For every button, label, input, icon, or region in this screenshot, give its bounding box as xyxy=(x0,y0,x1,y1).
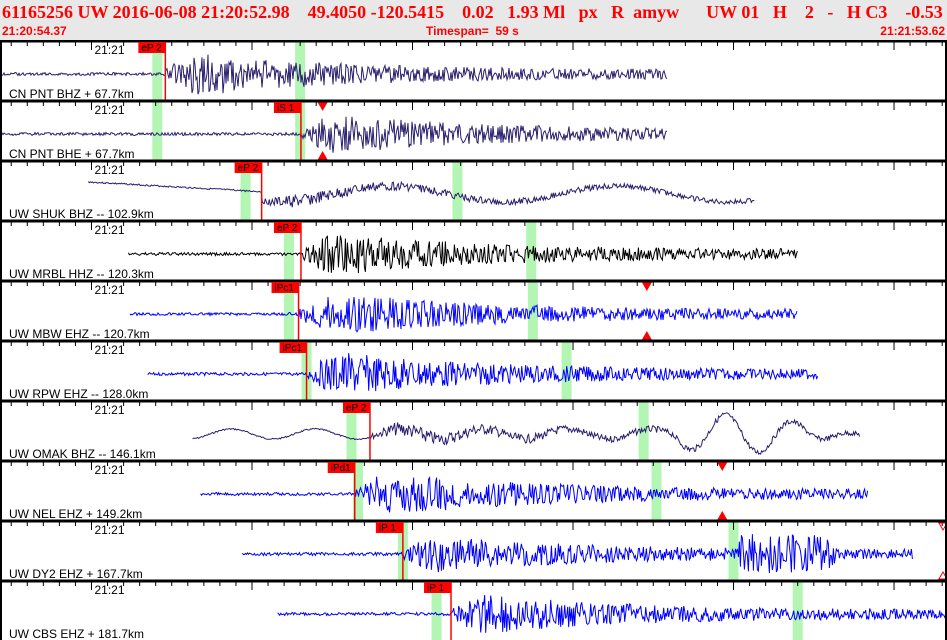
station-label: UW MRBL HHZ -- 120.3km xyxy=(9,267,154,281)
pick-flag xyxy=(138,42,166,53)
arrival-marker-icon xyxy=(938,522,947,532)
pick-window xyxy=(295,102,306,160)
pick-window xyxy=(346,402,357,460)
pick-window xyxy=(283,282,294,340)
waveform xyxy=(0,116,667,153)
waveform xyxy=(0,54,668,95)
pick-window xyxy=(152,42,163,100)
station-label: CN PNT BHE + 67.7km xyxy=(9,147,134,161)
trace-row: 21:21 UW CBS EHZ + 181.7km iP 1 xyxy=(0,579,947,640)
arrival-marker-icon xyxy=(317,102,328,112)
pick-label: eP 2 xyxy=(238,163,259,174)
pick-label: iPd1 xyxy=(331,463,351,474)
pick-flag xyxy=(375,522,403,533)
trace-row: 21:21 CN PNT BHZ + 67.7km eP 2 xyxy=(0,40,947,101)
arrival-marker-icon xyxy=(641,330,652,340)
event-header: 61165256 UW 2016-06-08 21:20:52.98 49.40… xyxy=(0,0,947,40)
trace-row: 21:21 UW MRBL HHZ -- 120.3km eP 2 xyxy=(0,219,947,281)
pick-window xyxy=(526,222,537,280)
waveform xyxy=(129,296,798,333)
time-tick-label: 21:21 xyxy=(94,163,124,177)
pick-window xyxy=(352,462,363,520)
trace-row: 21:21 UW MBW EHZ -- 120.7km iPc1 xyxy=(0,279,947,341)
arrival-marker-icon xyxy=(641,282,652,292)
pick-flag xyxy=(342,402,370,413)
station-label: UW DY2 EHZ + 167.7km xyxy=(9,567,143,581)
trace-row: 21:21 UW OMAK BHZ -- 146.1km eP 2 xyxy=(0,399,947,461)
time-tick-label: 21:21 xyxy=(94,283,124,297)
event-summary: 61165256 UW 2016-06-08 21:20:52.98 49.40… xyxy=(2,2,947,22)
time-tick-label: 21:21 xyxy=(94,583,124,597)
time-tick-label: 21:21 xyxy=(94,523,124,537)
station-label: UW RPW EHZ -- 128.0km xyxy=(9,387,148,401)
waveform xyxy=(277,595,947,633)
time-tick-label: 21:21 xyxy=(94,223,124,237)
record-section-plot[interactable]: 21:21 CN PNT BHZ + 67.7km eP 2 21:21 CN PNT … xyxy=(0,40,947,640)
arrival-marker-icon xyxy=(717,510,728,520)
pick-flag xyxy=(273,102,301,113)
time-tick-label: 21:21 xyxy=(94,403,124,417)
pick-flag xyxy=(273,222,301,233)
pick-label: eP 2 xyxy=(277,223,298,234)
trace-row: 21:21 UW DY2 EHZ + 167.7km iP 1 xyxy=(0,519,947,581)
pick-flag xyxy=(279,342,307,353)
station-label: CN PNT BHZ + 67.7km xyxy=(9,87,134,101)
trace-row: 21:21 CN PNT BHE + 67.7km iS 1 xyxy=(0,99,947,161)
end-time: 21:21:53.62 xyxy=(880,24,945,38)
waveform xyxy=(147,353,819,392)
pick-label: eP 2 xyxy=(346,403,367,414)
pick-flag xyxy=(271,282,299,293)
arrival-marker-icon xyxy=(317,150,328,160)
pick-label: iPc1 xyxy=(283,343,303,354)
waveform xyxy=(241,534,913,574)
time-tick-label: 21:21 xyxy=(94,463,124,477)
pick-flag xyxy=(424,582,452,593)
station-label: UW CBS EHZ + 181.7km xyxy=(9,627,144,640)
station-label: UW OMAK BHZ -- 146.1km xyxy=(9,447,156,461)
pick-label: iPc1 xyxy=(275,283,295,294)
pick-flag xyxy=(234,162,262,173)
trace-row: 21:21 UW NEL EHZ + 149.2km iPd1 xyxy=(0,459,947,521)
station-label: UW SHUK BHZ -- 102.9km xyxy=(9,207,154,221)
pick-window xyxy=(431,582,442,640)
pick-label: iP 1 xyxy=(427,583,444,594)
waveform xyxy=(127,235,798,274)
pick-label: iS 1 xyxy=(277,103,295,114)
time-tick-label: 21:21 xyxy=(94,43,124,57)
arrival-marker-icon xyxy=(938,570,947,580)
start-time: 21:20:54.37 xyxy=(2,24,67,38)
pick-window xyxy=(283,222,294,280)
station-label: UW NEL EHZ + 149.2km xyxy=(9,507,142,521)
pick-window xyxy=(152,102,163,160)
station-label: UW MBW EHZ -- 120.7km xyxy=(9,327,150,341)
timespan: Timespan= 59 s xyxy=(426,24,519,38)
trace-row: 21:21 UW SHUK BHZ -- 102.9km eP 2 xyxy=(0,159,947,221)
arrival-marker-icon xyxy=(717,462,728,472)
time-tick-label: 21:21 xyxy=(94,343,124,357)
waveform xyxy=(192,412,861,455)
pick-window xyxy=(527,282,538,340)
pick-label: eP 2 xyxy=(141,43,162,54)
waveform xyxy=(200,476,869,513)
time-tick-label: 21:21 xyxy=(94,103,124,117)
pick-label: iP 1 xyxy=(379,523,396,534)
pick-window xyxy=(452,162,463,220)
waveform xyxy=(87,180,755,208)
trace-row: 21:21 UW RPW EHZ -- 128.0km iPc1 xyxy=(0,339,947,401)
pick-flag xyxy=(327,462,355,473)
